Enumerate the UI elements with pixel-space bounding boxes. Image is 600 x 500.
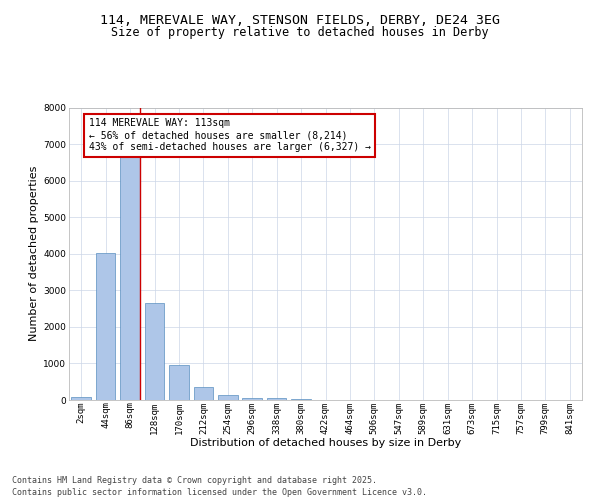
Bar — [169, 365, 188, 400]
X-axis label: Distribution of detached houses by size in Derby: Distribution of detached houses by size … — [190, 438, 461, 448]
Bar — [96, 253, 115, 400]
Bar — [242, 398, 262, 400]
Y-axis label: Number of detached properties: Number of detached properties — [29, 166, 39, 342]
Text: Size of property relative to detached houses in Derby: Size of property relative to detached ho… — [111, 26, 489, 39]
Text: Contains public sector information licensed under the Open Government Licence v3: Contains public sector information licen… — [12, 488, 427, 497]
Bar — [291, 399, 311, 400]
Bar — [218, 395, 238, 400]
Text: 114, MEREVALE WAY, STENSON FIELDS, DERBY, DE24 3EG: 114, MEREVALE WAY, STENSON FIELDS, DERBY… — [100, 14, 500, 27]
Text: 114 MEREVALE WAY: 113sqm
← 56% of detached houses are smaller (8,214)
43% of sem: 114 MEREVALE WAY: 113sqm ← 56% of detach… — [89, 118, 371, 152]
Text: Contains HM Land Registry data © Crown copyright and database right 2025.: Contains HM Land Registry data © Crown c… — [12, 476, 377, 485]
Bar — [120, 157, 140, 400]
Bar — [267, 398, 286, 400]
Bar — [145, 304, 164, 400]
Bar — [71, 398, 91, 400]
Bar — [194, 387, 213, 400]
